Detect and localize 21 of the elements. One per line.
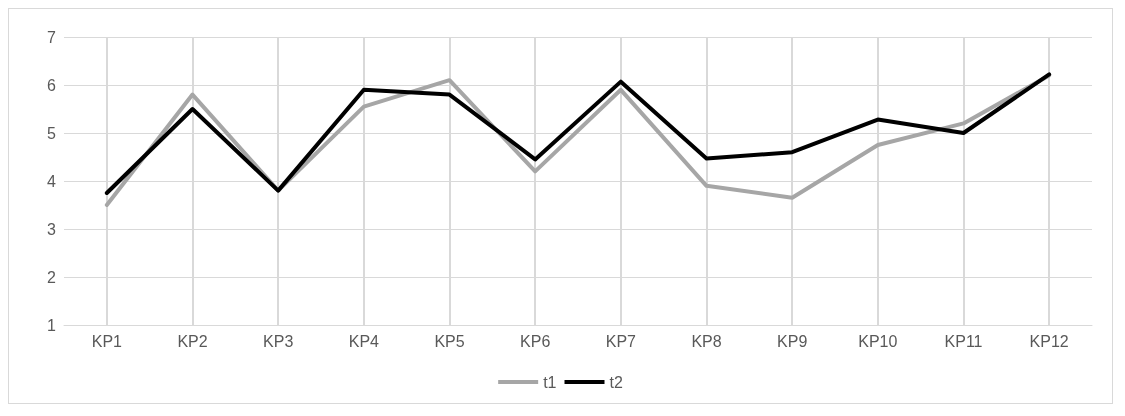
y-tick-label: 7 [47, 28, 57, 46]
y-tick-label: 1 [47, 316, 57, 334]
x-tick-label: KP7 [605, 332, 637, 350]
y-tick-label: 6 [47, 76, 57, 94]
legend-label: t1 [543, 373, 557, 391]
x-tick-label: KP6 [520, 332, 551, 350]
x-tick-label: KP2 [177, 332, 208, 350]
y-tick-label: 3 [47, 220, 57, 238]
x-tick-label: KP1 [91, 332, 123, 350]
x-tick-label: KP8 [691, 332, 722, 350]
x-tick-label: KP12 [1029, 332, 1069, 350]
x-tick-label: KP10 [858, 332, 898, 350]
legend-label: t2 [609, 373, 623, 391]
y-tick-label: 5 [47, 124, 57, 142]
x-tick-label: KP11 [944, 332, 983, 350]
x-tick-label: KP3 [263, 332, 294, 350]
x-tick-label: KP5 [434, 332, 465, 350]
y-tick-label: 4 [47, 172, 57, 190]
x-tick-label: KP9 [777, 332, 808, 350]
x-tick-label: KP4 [348, 332, 380, 350]
y-tick-label: 2 [47, 268, 57, 286]
